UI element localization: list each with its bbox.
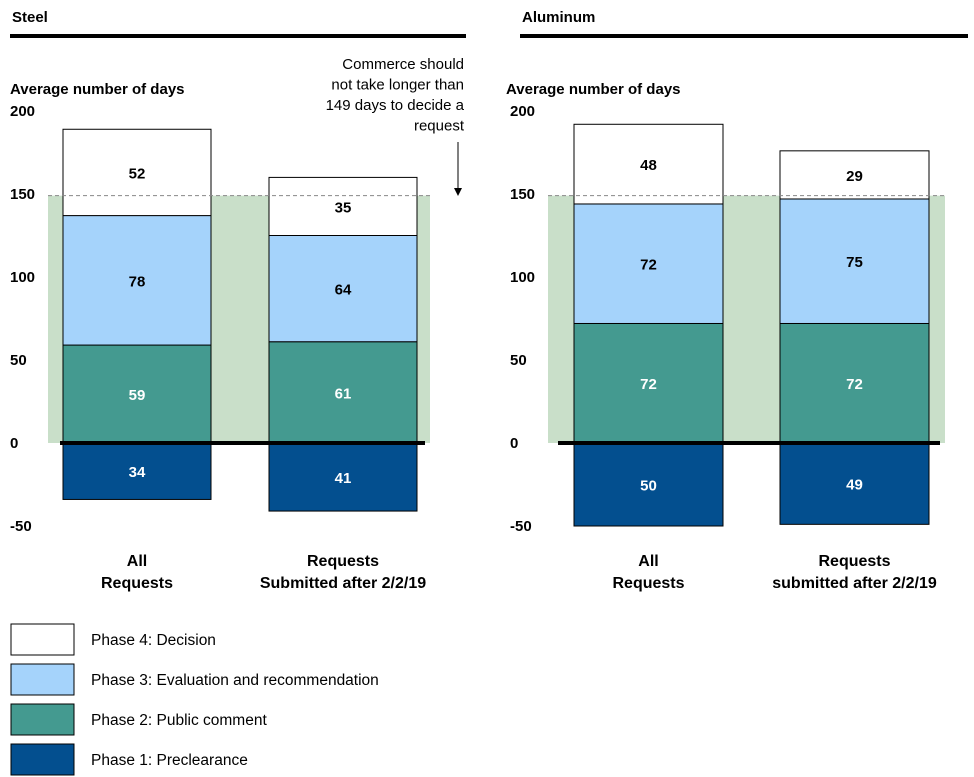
panel-1-label-1-phase1: 34 <box>129 464 146 481</box>
panel-1-bar-1-phase3 <box>62 215 212 346</box>
panel-2-bar-1-phase1 <box>573 442 724 527</box>
panel-1-ytick-0: 200 <box>10 103 35 120</box>
panel-1-label-1-phase4: 52 <box>129 165 146 182</box>
panel-1-annotation-arrow-head <box>454 188 462 196</box>
panel-1-annotation-line-2: not take longer than <box>331 77 464 94</box>
panel-1-ytick-1: 150 <box>10 186 35 203</box>
panel-2-category-2-line-2: submitted after 2/2/19 <box>772 575 937 592</box>
panel-1-label-1-phase3: 78 <box>129 273 146 290</box>
panel-1-bar-2-phase2 <box>268 341 418 444</box>
panel-2-label-1-phase3: 72 <box>640 257 657 274</box>
panel-2-ytick-5: -50 <box>510 518 532 535</box>
panel-1-bar-2-phase4 <box>268 176 418 236</box>
panel-2-category-1-line-1: All <box>638 553 658 570</box>
panel-2-label-2-phase2: 72 <box>846 376 863 393</box>
panel-2-bar-2-phase1 <box>779 442 930 525</box>
panel-2-label-2-phase1: 49 <box>846 477 863 494</box>
panel-1-label-2-phase2: 61 <box>335 385 352 402</box>
panel-2-ytick-1: 150 <box>510 186 535 203</box>
panel-2-category-2-line-1: Requests <box>818 553 890 570</box>
panel-2-ylabel: Average number of days <box>506 81 681 98</box>
legend-label-phase2: Phase 2: Public comment <box>91 712 267 729</box>
panel-1-label-2-phase3: 64 <box>335 282 352 299</box>
panel-2-ytick-2: 100 <box>510 269 535 286</box>
panel-2-ytick-0: 200 <box>510 103 535 120</box>
legend-swatch-phase4 <box>10 623 75 656</box>
panel-1-annotation-line-1: Commerce should <box>342 56 464 73</box>
panel-1-ytick-3: 50 <box>10 352 27 369</box>
panel-1-ylabel: Average number of days <box>10 81 185 98</box>
legend-swatch-phase1 <box>10 743 75 776</box>
panel-2-label-2-phase3: 75 <box>846 254 863 271</box>
panel-2-ytick-3: 50 <box>510 352 527 369</box>
panel-1-category-2-line-2: Submitted after 2/2/19 <box>260 575 426 592</box>
panel-1-bar-1-phase4 <box>62 128 212 217</box>
legend-label-phase4: Phase 4: Decision <box>91 632 216 649</box>
legend-label-phase3: Phase 3: Evaluation and recommendation <box>91 672 379 689</box>
legend-label-phase1: Phase 1: Preclearance <box>91 752 248 769</box>
panel-2-ytick-4: 0 <box>510 435 518 452</box>
panel-2-category-1-line-2: Requests <box>612 575 684 592</box>
panel-1-ytick-2: 100 <box>10 269 35 286</box>
panel-1-ytick-4: 0 <box>10 435 18 452</box>
panel-1-bar-2-phase1 <box>268 442 418 512</box>
panel-1-label-2-phase4: 35 <box>335 199 352 216</box>
panel-2-bar-1-phase4 <box>573 123 724 205</box>
panel-1-annotation-line-4: request <box>414 118 465 135</box>
panel-2-bar-2-phase3 <box>779 198 930 324</box>
panel-2-label-1-phase1: 50 <box>640 478 657 495</box>
panel-1-annotation-line-3: 149 days to decide a <box>326 97 465 114</box>
panel-1-ytick-5: -50 <box>10 518 32 535</box>
panel-1-bar-2-phase3 <box>268 235 418 343</box>
panel-2-title: Aluminum <box>522 9 595 26</box>
panel-1-title: Steel <box>12 9 48 26</box>
panel-1-label-1-phase2: 59 <box>129 387 146 404</box>
panel-1-category-1-line-2: Requests <box>101 575 173 592</box>
panel-1-bar-1-phase1 <box>62 442 212 500</box>
legend-swatch-phase3 <box>10 663 75 696</box>
panel-1-label-2-phase1: 41 <box>335 470 352 487</box>
panel-1-bar-1-phase2 <box>62 344 212 444</box>
panel-2-bar-2-phase4 <box>779 150 930 200</box>
panel-2-label-1-phase2: 72 <box>640 376 657 393</box>
panel-1-category-2-line-1: Requests <box>307 553 379 570</box>
panel-2-bar-2-phase2 <box>779 322 930 444</box>
panel-1-category-1-line-1: All <box>127 553 147 570</box>
panel-2-bar-1-phase3 <box>573 203 724 324</box>
legend-swatch-phase2 <box>10 703 75 736</box>
panel-2-label-2-phase4: 29 <box>846 168 863 185</box>
panel-2-label-1-phase4: 48 <box>640 157 657 174</box>
panel-2-bar-1-phase2 <box>573 322 724 444</box>
